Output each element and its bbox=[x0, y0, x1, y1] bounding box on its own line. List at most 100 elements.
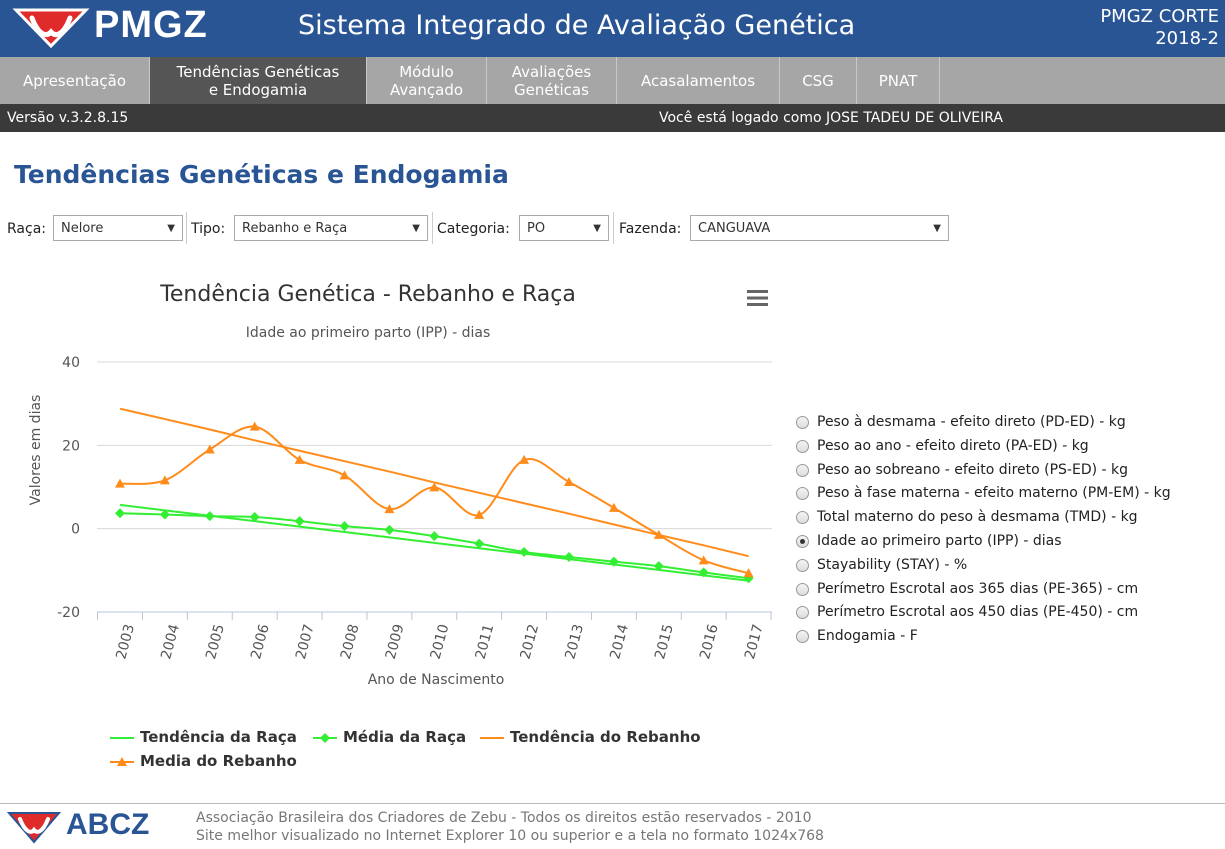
trait-option[interactable]: Peso à desmama - efeito direto (PD-ED) -… bbox=[796, 414, 1171, 438]
trait-options: Peso à desmama - efeito direto (PD-ED) -… bbox=[796, 414, 1171, 652]
legend-label: Tendência do Rebanho bbox=[510, 728, 701, 746]
radio-button[interactable] bbox=[796, 439, 809, 453]
chevron-down-icon: ▼ bbox=[593, 223, 601, 234]
filter-bar: Raça: Nelore ▼ Tipo: Rebanho e Raça ▼ Cate… bbox=[0, 212, 950, 244]
data-point-media-do-rebanho[interactable] bbox=[429, 482, 440, 492]
series-line-media-do-rebanho bbox=[119, 425, 749, 575]
product-name: PMGZ CORTE bbox=[1100, 6, 1219, 27]
legend-label: Media do Rebanho bbox=[140, 752, 297, 770]
tab-modulo-avancado[interactable]: Módulo Avançado bbox=[367, 57, 487, 104]
data-point-media-do-rebanho[interactable] bbox=[564, 477, 574, 486]
data-point-media-da-raca[interactable] bbox=[653, 561, 664, 572]
pmgz-logo[interactable]: PMGZ bbox=[12, 4, 222, 49]
x-tick-label: 2016 bbox=[697, 622, 722, 661]
data-point-media-da-raca[interactable] bbox=[429, 531, 440, 542]
logo-text: PMGZ bbox=[94, 4, 208, 46]
footer-text: Associação Brasileira dos Criadores de Z… bbox=[196, 809, 824, 845]
data-point-media-do-rebanho[interactable] bbox=[294, 454, 305, 464]
trait-option[interactable]: Perímetro Escrotal aos 365 dias (PE-365)… bbox=[796, 581, 1171, 605]
data-point-media-do-rebanho[interactable] bbox=[115, 478, 125, 488]
radio-button[interactable] bbox=[796, 534, 809, 548]
option-label: Perímetro Escrotal aos 450 dias (PE-450)… bbox=[817, 604, 1139, 621]
app-header: PMGZ Sistema Integrado de Avaliação Gené… bbox=[0, 0, 1225, 57]
y-tick-label: 0 bbox=[71, 522, 80, 538]
tab-label-line2: Avançado bbox=[389, 80, 464, 99]
trait-option[interactable]: Idade ao primeiro parto (IPP) - dias bbox=[796, 533, 1171, 557]
chart-title: Tendência Genética - Rebanho e Raça bbox=[159, 282, 576, 307]
trait-option[interactable]: Peso à fase materna - efeito materno (PM… bbox=[796, 485, 1171, 509]
data-point-media-da-raca[interactable] bbox=[608, 556, 619, 567]
data-point-media-do-rebanho[interactable] bbox=[653, 529, 664, 539]
raca-select[interactable]: Nelore ▼ bbox=[53, 215, 183, 241]
trait-option[interactable]: Peso ao sobreano - efeito direto (PS-ED)… bbox=[796, 462, 1171, 486]
option-label: Idade ao primeiro parto (IPP) - dias bbox=[817, 532, 1062, 549]
data-point-media-da-raca[interactable] bbox=[474, 538, 485, 549]
tab-tendencias[interactable]: Tendências Genéticas e Endogamia bbox=[150, 57, 367, 104]
radio-button[interactable] bbox=[796, 511, 809, 525]
radio-button[interactable] bbox=[796, 416, 809, 429]
data-point-media-do-rebanho[interactable] bbox=[249, 421, 260, 431]
chart-subtitle: Idade ao primeiro parto (IPP) - dias bbox=[246, 325, 491, 341]
trait-option[interactable]: Peso ao ano - efeito direto (PA-ED) - kg bbox=[796, 438, 1171, 462]
data-point-media-do-rebanho[interactable] bbox=[159, 475, 170, 485]
legend-triangle-icon bbox=[110, 757, 134, 766]
tab-apresentacao[interactable]: Apresentação bbox=[0, 57, 150, 104]
tab-acasalamentos[interactable]: Acasalamentos bbox=[617, 57, 780, 104]
version-label: Versão v.3.2.8.15 bbox=[7, 110, 129, 126]
fazenda-select[interactable]: CANGUAVA ▼ bbox=[690, 215, 949, 241]
data-point-media-da-raca[interactable] bbox=[698, 567, 709, 578]
tab-label: Avaliações bbox=[511, 62, 592, 81]
radio-button[interactable] bbox=[796, 558, 809, 572]
data-point-media-da-raca[interactable] bbox=[564, 552, 574, 562]
data-point-media-do-rebanho[interactable] bbox=[204, 444, 215, 454]
abcz-emblem-icon bbox=[6, 812, 62, 844]
data-point-media-da-raca[interactable] bbox=[159, 509, 170, 520]
series-line-tendencia-da-raca bbox=[119, 503, 749, 582]
footer-divider bbox=[0, 803, 1225, 804]
trait-option[interactable]: Endogamia - F bbox=[796, 628, 1171, 652]
data-point-media-da-raca[interactable] bbox=[384, 524, 395, 535]
x-tick-label: 2012 bbox=[518, 622, 543, 661]
tab-csg[interactable]: CSG bbox=[780, 57, 857, 104]
radio-button[interactable] bbox=[796, 606, 809, 620]
radio-button[interactable] bbox=[796, 487, 809, 501]
data-point-media-do-rebanho[interactable] bbox=[339, 470, 350, 480]
data-point-media-da-raca[interactable] bbox=[294, 516, 305, 527]
x-tick-label: 2008 bbox=[338, 622, 363, 661]
abcz-logo[interactable]: ABCZ bbox=[6, 808, 171, 844]
page-title: Tendências Genéticas e Endogamia bbox=[14, 160, 509, 189]
divider bbox=[432, 212, 433, 244]
tab-avaliacoes-geneticas[interactable]: Avaliações Genéticas bbox=[487, 57, 617, 104]
radio-button[interactable] bbox=[796, 630, 809, 644]
data-point-media-do-rebanho[interactable] bbox=[743, 568, 754, 578]
fazenda-value: CANGUAVA bbox=[698, 221, 771, 236]
data-point-media-da-raca[interactable] bbox=[204, 511, 215, 522]
data-point-media-do-rebanho[interactable] bbox=[384, 504, 395, 514]
menu-icon[interactable] bbox=[746, 288, 769, 308]
radio-button[interactable] bbox=[796, 582, 809, 596]
trait-option[interactable]: Total materno do peso à desmama (TMD) - … bbox=[796, 509, 1171, 533]
tab-pnat[interactable]: PNAT bbox=[857, 57, 940, 104]
data-point-media-do-rebanho[interactable] bbox=[474, 509, 485, 519]
trait-option[interactable]: Stayability (STAY) - % bbox=[796, 557, 1171, 581]
categoria-select[interactable]: PO ▼ bbox=[519, 215, 609, 241]
radio-button[interactable] bbox=[796, 463, 809, 477]
data-point-media-da-raca[interactable] bbox=[519, 547, 530, 557]
data-point-media-da-raca[interactable] bbox=[249, 512, 260, 522]
data-point-media-do-rebanho[interactable] bbox=[608, 502, 619, 512]
option-label: Stayability (STAY) - % bbox=[817, 556, 968, 573]
option-label: Peso ao ano - efeito direto (PA-ED) - kg bbox=[817, 437, 1089, 454]
tab-label: CSG bbox=[802, 71, 834, 90]
data-point-media-do-rebanho[interactable] bbox=[698, 555, 709, 565]
data-point-media-do-rebanho[interactable] bbox=[519, 454, 530, 464]
tipo-select[interactable]: Rebanho e Raça ▼ bbox=[234, 215, 428, 241]
data-point-media-da-raca[interactable] bbox=[115, 508, 125, 519]
logged-user: Você está logado como JOSE TADEU DE OLIV… bbox=[659, 110, 1003, 126]
data-point-media-da-raca[interactable] bbox=[339, 521, 350, 532]
legend-line-icon bbox=[480, 737, 504, 739]
categoria-label: Categoria: bbox=[437, 221, 510, 237]
status-bar: Versão v.3.2.8.15 Você está logado como … bbox=[0, 104, 1225, 132]
tab-label: Apresentação bbox=[22, 71, 127, 90]
tab-label-line2: Genéticas bbox=[514, 80, 589, 99]
trait-option[interactable]: Perímetro Escrotal aos 450 dias (PE-450)… bbox=[796, 604, 1171, 628]
